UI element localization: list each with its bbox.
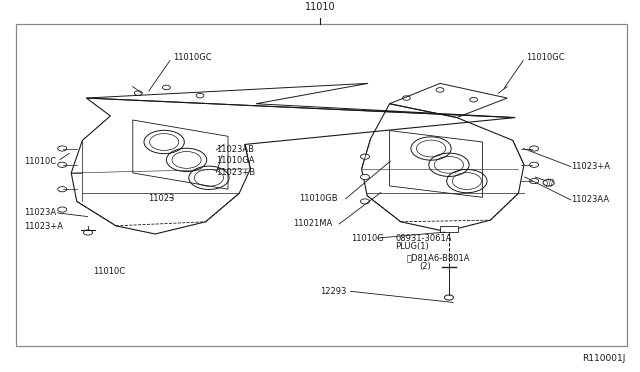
Bar xyxy=(16,24,627,346)
Circle shape xyxy=(83,230,93,235)
Text: 11023+A: 11023+A xyxy=(24,222,63,231)
Text: 11023AB: 11023AB xyxy=(216,145,254,154)
Text: 11010GA: 11010GA xyxy=(216,156,255,165)
Circle shape xyxy=(529,162,539,167)
Text: 11010C: 11010C xyxy=(93,267,125,276)
Circle shape xyxy=(543,179,554,186)
Circle shape xyxy=(58,146,67,151)
Text: R110001J: R110001J xyxy=(582,354,626,363)
Circle shape xyxy=(58,162,67,167)
Text: 11010GB: 11010GB xyxy=(300,194,338,203)
Circle shape xyxy=(529,179,539,184)
Text: 12293: 12293 xyxy=(320,287,346,296)
Circle shape xyxy=(445,295,454,300)
Text: 11010GC: 11010GC xyxy=(526,52,564,62)
Circle shape xyxy=(360,154,369,159)
Text: 11023AA: 11023AA xyxy=(572,195,610,205)
Circle shape xyxy=(529,146,539,151)
Circle shape xyxy=(360,199,369,204)
Text: 11010GC: 11010GC xyxy=(173,52,211,62)
Text: 11010: 11010 xyxy=(305,2,335,12)
Text: (2): (2) xyxy=(419,262,431,271)
Text: 11023+B: 11023+B xyxy=(216,168,255,177)
Text: 11023A: 11023A xyxy=(24,208,56,217)
Circle shape xyxy=(58,187,67,192)
Text: 11023+A: 11023+A xyxy=(572,162,611,171)
Bar xyxy=(440,226,458,232)
Text: PLUG(1): PLUG(1) xyxy=(396,242,429,251)
Text: ⒷD81A6-B801A: ⒷD81A6-B801A xyxy=(406,254,470,263)
Text: 11010C: 11010C xyxy=(24,157,56,166)
Text: 11023: 11023 xyxy=(148,193,175,203)
Text: 11021MA: 11021MA xyxy=(293,219,332,228)
Circle shape xyxy=(360,174,369,180)
Text: 11010G: 11010G xyxy=(351,234,383,243)
Text: 08931-3061A: 08931-3061A xyxy=(396,234,452,243)
Circle shape xyxy=(58,207,67,212)
